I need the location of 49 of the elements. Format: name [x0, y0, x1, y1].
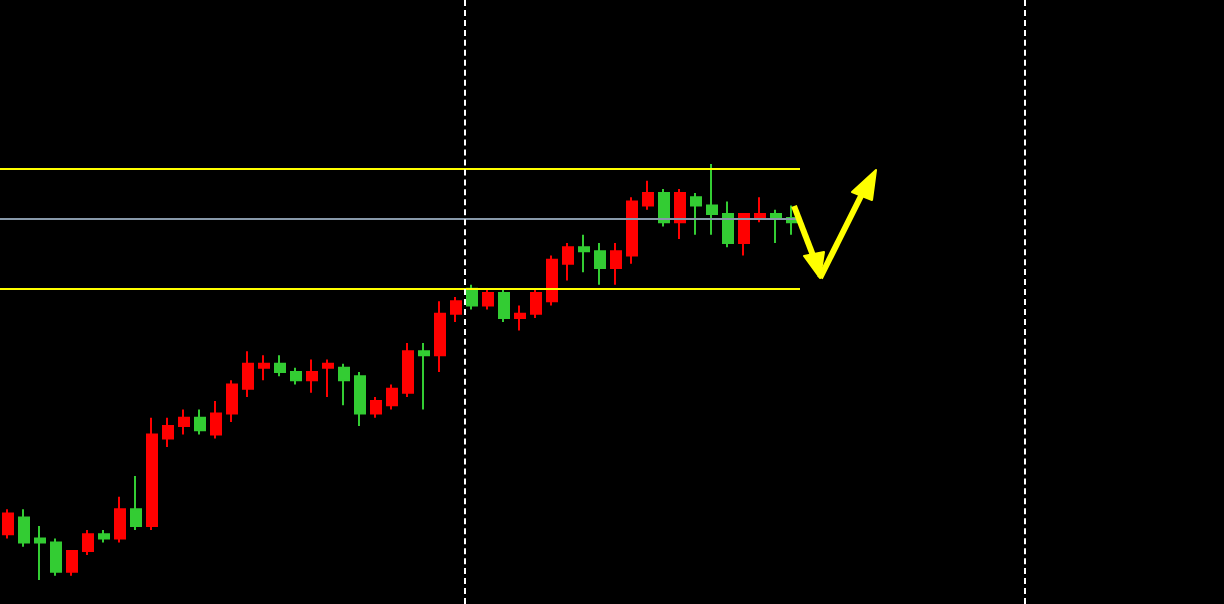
candlestick	[178, 408, 190, 436]
candlestick	[466, 283, 478, 311]
candlestick	[418, 341, 430, 411]
candlestick	[146, 416, 158, 532]
candlestick	[162, 416, 174, 448]
candlestick	[66, 549, 78, 577]
candlestick	[722, 200, 734, 249]
candlestick	[514, 304, 526, 332]
candlestick	[610, 242, 622, 286]
candlestick	[658, 187, 670, 228]
candlestick	[130, 475, 142, 532]
candlestick	[242, 350, 254, 398]
candlestick	[482, 287, 494, 311]
candlestick	[34, 524, 46, 581]
candlestick	[690, 192, 702, 236]
candlestick	[50, 537, 62, 577]
candlestick	[370, 395, 382, 419]
candlestick	[210, 400, 222, 440]
candlestick	[274, 354, 286, 378]
candlestick	[338, 362, 350, 407]
candlestick	[530, 287, 542, 319]
candlestick	[706, 163, 718, 236]
candlestick	[546, 254, 558, 307]
candlestick	[402, 341, 414, 398]
candlestick	[498, 287, 510, 324]
candlestick	[674, 187, 686, 240]
candlestick	[626, 196, 638, 265]
candlestick	[434, 300, 446, 373]
candlestick	[114, 495, 126, 544]
candlestick	[18, 508, 30, 548]
candlestick	[2, 508, 14, 540]
candlestick	[738, 212, 750, 257]
candlestick	[258, 354, 270, 382]
candlestick	[450, 296, 462, 324]
candlestick	[770, 208, 782, 245]
candlestick	[754, 196, 766, 224]
candlestick	[594, 242, 606, 286]
candlestick	[322, 358, 334, 398]
candlestick	[306, 358, 318, 394]
candlestick	[562, 242, 574, 282]
candlestick	[642, 179, 654, 211]
candlestick	[98, 529, 110, 544]
candlestick	[82, 529, 94, 557]
candlestick	[354, 371, 366, 428]
candlestick	[578, 233, 590, 274]
candlestick	[290, 366, 302, 386]
candlestick	[226, 379, 238, 423]
candlestick	[194, 408, 206, 436]
candlestick	[386, 383, 398, 411]
